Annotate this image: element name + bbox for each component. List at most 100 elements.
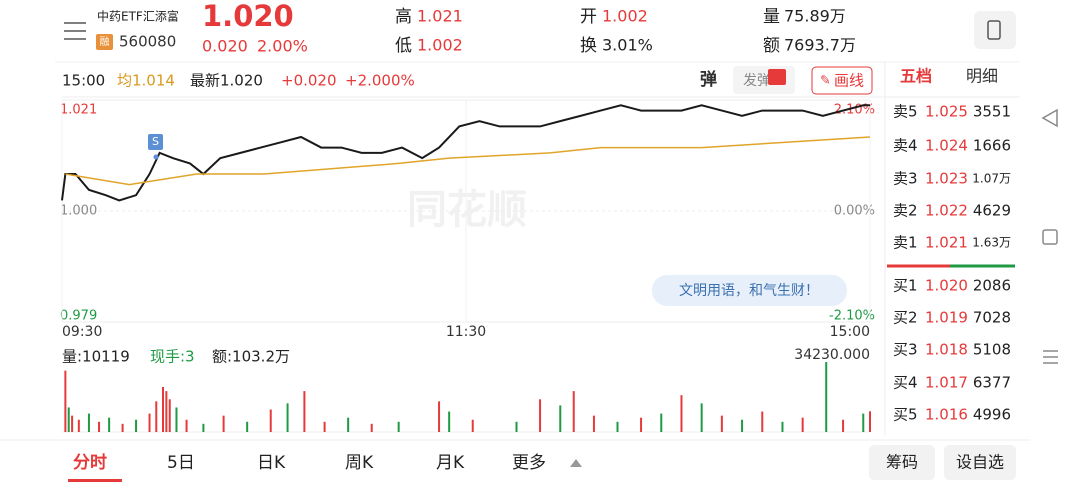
book-volume: 6377 <box>973 374 1011 392</box>
book-price: 1.017 <box>925 374 968 392</box>
draw-button[interactable]: 画线 <box>834 72 864 90</box>
bottom-tab[interactable]: 月K <box>436 453 465 473</box>
button-bg[interactable] <box>944 445 1016 480</box>
book-price: 1.024 <box>925 137 968 155</box>
marker-bg[interactable] <box>148 134 163 150</box>
gift-icon <box>768 69 786 85</box>
book-label: 卖4 <box>893 137 918 155</box>
stock-name: 中药ETF汇添富 <box>97 9 179 24</box>
book-volume: 4629 <box>973 202 1011 220</box>
bottom-tab-active[interactable]: 分时 <box>73 453 107 473</box>
change: 0.020 <box>202 37 248 56</box>
volume-bar <box>781 421 784 432</box>
stat-value: 1.002 <box>417 36 463 55</box>
stat-value: 1.002 <box>602 7 648 26</box>
bottom-tab[interactable]: 5日 <box>167 453 195 473</box>
tab[interactable]: 明细 <box>966 67 998 86</box>
bottom-tab[interactable]: 周K <box>345 453 374 473</box>
menu-icon[interactable] <box>64 22 86 40</box>
volume-label: 现手:3 <box>150 348 195 366</box>
stat-label: 低 <box>395 36 412 56</box>
volume-bar <box>162 387 164 432</box>
stat-value: 7693.7万 <box>784 36 856 55</box>
volume-bar <box>842 419 845 432</box>
button[interactable]: 设自选 <box>956 453 1004 472</box>
stat-label: 换 <box>580 36 597 56</box>
stat-label: 额 <box>763 36 780 56</box>
book-volume: 4996 <box>973 406 1011 424</box>
volume-bar <box>135 419 138 432</box>
stat-value: 1.021 <box>417 7 463 26</box>
danmaku-toggle[interactable]: 弹 <box>700 69 717 90</box>
volume-bar <box>71 415 74 432</box>
volume-label: 量:10119 <box>62 348 130 366</box>
volume-bar <box>155 401 158 432</box>
volume-bar <box>680 395 683 432</box>
volume-bar <box>108 417 111 432</box>
y2-tick-label: 0.00% <box>834 204 875 219</box>
price: 1.020 <box>202 0 294 33</box>
volume-bar <box>168 399 171 432</box>
time: 15:00 <box>62 72 105 90</box>
book-price: 1.016 <box>925 406 968 424</box>
nav-menu[interactable] <box>1043 350 1058 364</box>
stat-label: 开 <box>580 7 597 27</box>
book-label: 买5 <box>893 406 918 424</box>
badge: 融 <box>100 36 110 48</box>
book-volume: 2086 <box>973 277 1011 295</box>
book-price: 1.023 <box>925 170 968 188</box>
button[interactable]: 筹码 <box>886 453 918 472</box>
volume-bar <box>700 403 703 432</box>
y-tick-label: 0.979 <box>60 309 97 324</box>
bottom-tab[interactable]: 更多 <box>512 453 546 473</box>
bottom-tab[interactable]: 日K <box>257 453 286 473</box>
volume-bar <box>539 399 542 432</box>
more-arrow[interactable] <box>570 459 582 467</box>
volume-bar <box>64 370 67 432</box>
volume-bar <box>640 417 643 432</box>
marker[interactable]: S <box>152 135 159 148</box>
x-tick-label: 11:30 <box>446 324 486 340</box>
nav-back[interactable] <box>1041 108 1058 128</box>
book-volume: 3551 <box>973 103 1011 121</box>
volume-bar <box>471 419 474 432</box>
book-label: 卖1 <box>893 234 918 252</box>
toolbar-change: +0.020 <box>281 72 337 90</box>
tab-underline <box>68 479 122 482</box>
volume-bar <box>572 391 575 432</box>
nav-home[interactable] <box>1042 229 1058 245</box>
watermark: 同花顺 <box>407 187 527 233</box>
volume-bar <box>303 391 306 432</box>
volume-bar <box>741 419 744 432</box>
volume-bar <box>370 423 373 432</box>
volume-bar <box>720 415 723 432</box>
volume-bar <box>121 423 124 432</box>
y-tick-label: 1.000 <box>60 204 97 219</box>
volume-bar <box>148 413 151 432</box>
phone-button[interactable] <box>974 11 1016 49</box>
book-label: 卖2 <box>893 202 918 220</box>
volume-bar <box>77 419 80 432</box>
volume-bar <box>438 401 441 432</box>
volume-bar <box>185 419 188 432</box>
send-button[interactable]: 发弹 <box>743 73 771 89</box>
x-tick-label: 09:30 <box>62 324 102 340</box>
stock-code: 560080 <box>119 33 176 51</box>
draw-button-bg[interactable] <box>811 66 873 95</box>
volume-bar <box>825 362 828 432</box>
volume-bar <box>246 421 249 432</box>
volume-bar <box>347 417 350 432</box>
book-volume: 5108 <box>973 341 1011 359</box>
book-price: 1.022 <box>925 202 968 220</box>
marker-dot <box>153 154 159 160</box>
book-label: 买3 <box>893 341 918 359</box>
tab-active[interactable]: 五档 <box>900 67 932 86</box>
volume-bar <box>592 415 595 432</box>
volume-bar <box>175 407 178 432</box>
badge-bg <box>96 34 113 50</box>
stat-value: 75.89万 <box>784 7 846 26</box>
button-bg[interactable] <box>869 445 935 480</box>
toolbar-change-pct: +2.000% <box>345 72 415 90</box>
